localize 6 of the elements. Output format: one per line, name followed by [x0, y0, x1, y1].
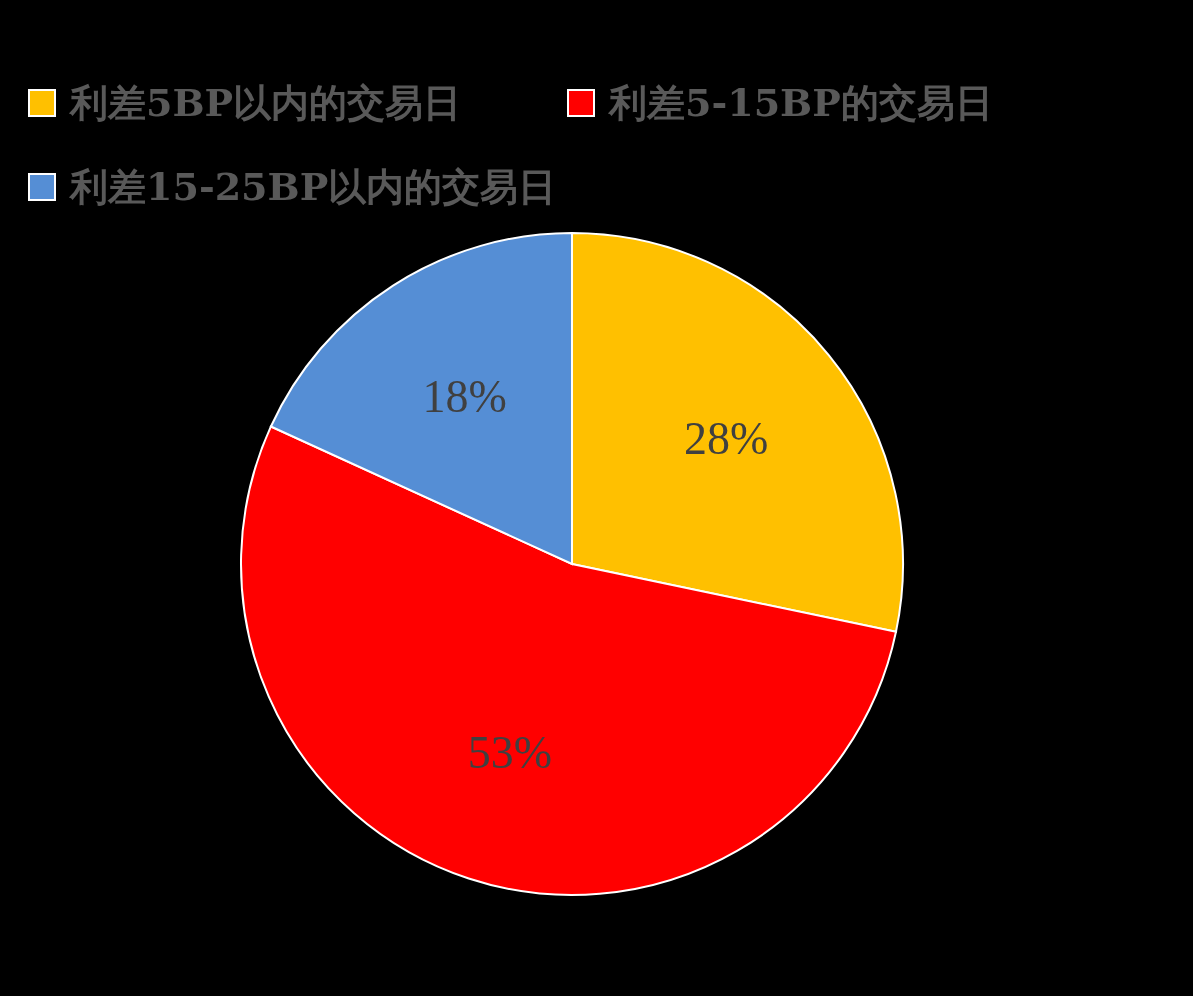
legend-label: 利差15-25BP以内的交易日 [70, 162, 557, 211]
data-label: 53% [467, 727, 553, 779]
data-label: 28% [683, 413, 769, 465]
legend-label: 利差5BP以内的交易日 [70, 78, 462, 127]
data-label: 18% [422, 371, 507, 423]
legend-label: 利差5-15BP的交易日 [609, 78, 993, 127]
